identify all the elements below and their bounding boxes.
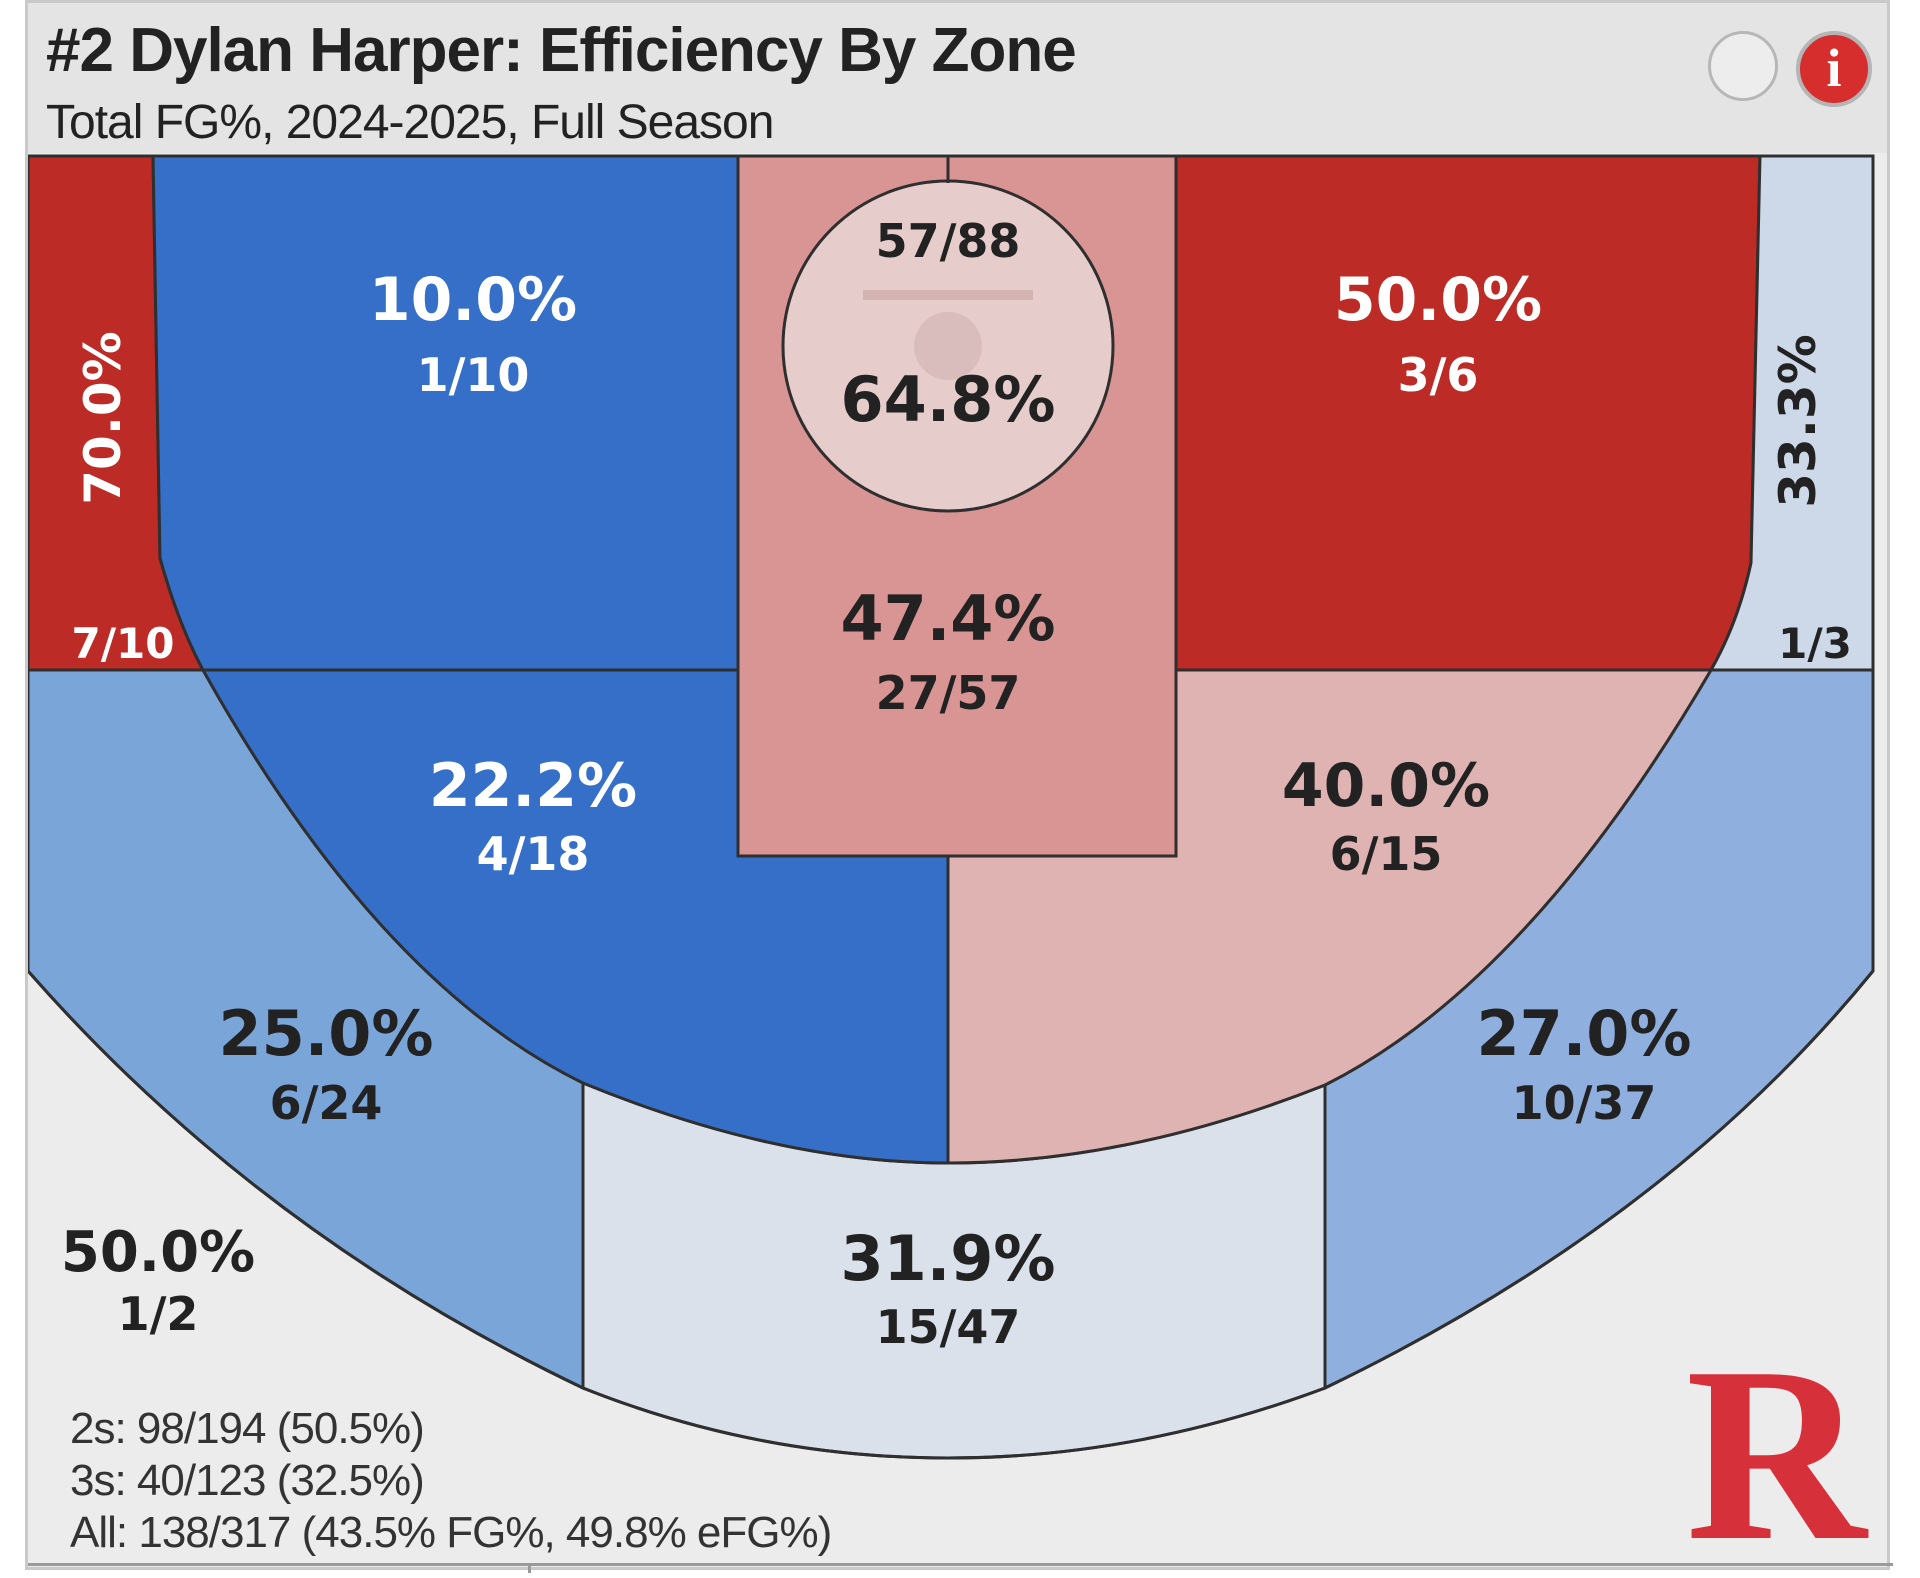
info-icon[interactable]: i	[1796, 31, 1872, 107]
zone-makes-left-elbow-midrange: 4/18	[477, 827, 590, 881]
rutgers-r-logo: R	[1686, 1316, 1869, 1573]
chart-subtitle: Total FG%, 2024-2025, Full Season	[46, 96, 774, 149]
zone-left-baseline-midrange	[151, 154, 740, 672]
circle-toggle-icon[interactable]	[1708, 31, 1778, 101]
footer-divider-tick	[528, 1563, 531, 1573]
twos-total: 2s: 98/194 (50.5%)	[70, 1404, 425, 1453]
court-lines	[28, 156, 1875, 1460]
zone-makes-left-wing-three: 6/24	[270, 1076, 383, 1130]
zone-pct-left-elbow-midrange: 22.2%	[429, 751, 637, 821]
zone-labels: 10.0% 1/10 50.0% 3/6 64.8% 57/88 47.4% 27/57 22.…	[61, 214, 1852, 1354]
zone-makes-top-of-key-three: 15/47	[876, 1300, 1021, 1354]
zone-pct-right-corner-three: 33.3%	[1769, 334, 1827, 507]
deep-three-boundary	[28, 970, 1875, 1460]
zone-pct-right-wing-three: 27.0%	[1476, 997, 1691, 1070]
zone-makes-right-corner-three: 1/3	[1778, 619, 1852, 668]
court-heatmap: 10.0% 1/10 50.0% 3/6 64.8% 57/88 47.4% 27/57 22.…	[28, 154, 1875, 1573]
zone-makes-restricted-area: 57/88	[876, 214, 1021, 268]
shot-chart-widget: #2 Dylan Harper: Efficiency By Zone Tota…	[25, 0, 1893, 1573]
zone-makes-deep-three: 1/2	[118, 1287, 199, 1341]
zones-layer	[28, 154, 1875, 1460]
zone-pct-left-corner-three: 70.0%	[74, 331, 132, 504]
zone-makes-right-elbow-midrange: 6/15	[1330, 827, 1443, 881]
season-totals: 2s: 98/194 (50.5%) 3s: 40/123 (32.5%) Al…	[70, 1403, 832, 1559]
zone-makes-right-baseline-midrange: 3/6	[1398, 348, 1479, 402]
zone-pct-paint-non-restricted: 47.4%	[840, 582, 1055, 655]
footer-divider	[28, 1563, 1893, 1566]
zone-makes-paint-non-restricted: 27/57	[876, 666, 1021, 720]
zone-makes-left-corner-three: 7/10	[71, 619, 174, 668]
zone-makes-left-baseline-midrange: 1/10	[417, 348, 530, 402]
zone-pct-restricted-area: 64.8%	[840, 363, 1055, 436]
rim	[914, 312, 982, 380]
zone-pct-right-elbow-midrange: 40.0%	[1282, 751, 1490, 821]
zone-pct-deep-three: 50.0%	[61, 1220, 255, 1285]
zone-pct-right-baseline-midrange: 50.0%	[1334, 265, 1542, 335]
zone-left-elbow-midrange	[200, 668, 950, 1165]
chart-title: #2 Dylan Harper: Efficiency By Zone	[46, 16, 1077, 85]
team-logo: R	[1686, 1316, 1869, 1573]
zone-pct-left-baseline-midrange: 10.0%	[369, 265, 577, 335]
zone-pct-top-of-key-three: 31.9%	[840, 1222, 1055, 1295]
zone-makes-right-wing-three: 10/37	[1512, 1076, 1657, 1130]
all-total: All: 138/317 (43.5% FG%, 49.8% eFG%)	[70, 1508, 832, 1557]
threes-total: 3s: 40/123 (32.5%)	[70, 1456, 425, 1505]
chart-header: #2 Dylan Harper: Efficiency By Zone Tota…	[28, 3, 1887, 153]
zone-pct-left-wing-three: 25.0%	[218, 997, 433, 1070]
zone-right-baseline-midrange	[1174, 154, 1762, 672]
zone-right-elbow-midrange	[946, 668, 1714, 1165]
